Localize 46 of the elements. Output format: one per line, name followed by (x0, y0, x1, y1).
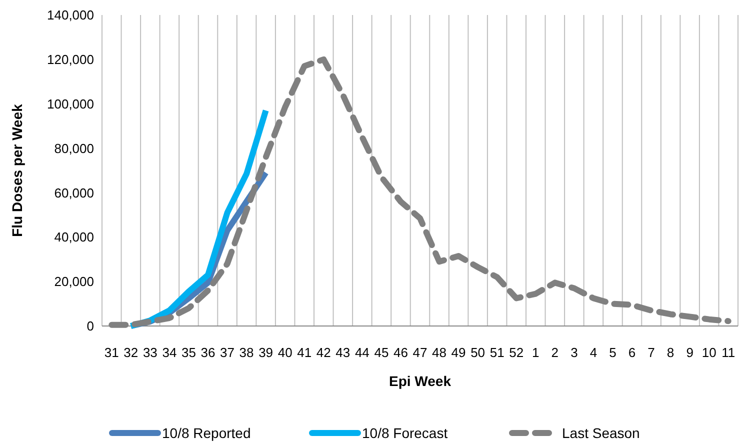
x-tick-label: 46 (393, 345, 408, 360)
x-tick-label: 35 (181, 345, 196, 360)
legend-label: 10/8 Reported (162, 424, 251, 441)
x-axis-title: Epi Week (389, 373, 452, 389)
x-tick-label: 8 (666, 345, 674, 360)
x-tick-label: 41 (297, 345, 312, 360)
x-tick-label: 49 (451, 345, 466, 360)
y-tick-label: 100,000 (47, 96, 94, 112)
x-tick-label: 34 (162, 345, 177, 360)
x-tick-label: 3 (570, 345, 578, 360)
x-tick-label: 42 (316, 345, 331, 360)
x-tick-label: 52 (509, 345, 524, 360)
x-tick-label: 5 (609, 345, 616, 360)
x-tick-label: 7 (648, 345, 655, 360)
x-tick-label: 4 (590, 345, 598, 360)
x-tick-label: 32 (124, 345, 138, 360)
y-tick-label: 20,000 (54, 274, 94, 290)
y-tick-label: 140,000 (47, 8, 94, 23)
x-tick-label: 10 (702, 345, 716, 360)
y-tick-label: 40,000 (54, 230, 94, 245)
y-tick-label: 120,000 (47, 52, 94, 67)
x-tick-label: 1 (532, 345, 540, 360)
x-tick-label: 48 (432, 345, 447, 360)
x-tick-label: 2 (551, 345, 559, 360)
x-tick-label: 37 (220, 345, 235, 360)
x-tick-label: 43 (336, 345, 350, 360)
x-tick-label: 33 (142, 345, 158, 360)
x-tick-label: 45 (374, 345, 389, 360)
x-tick-label: 11 (722, 345, 736, 360)
x-tick-label: 36 (200, 345, 216, 360)
legend-label: Last Season (562, 424, 640, 441)
x-tick-label: 44 (354, 345, 370, 360)
x-tick-label: 40 (278, 345, 292, 360)
x-tick-label: 51 (490, 345, 504, 360)
x-tick-label: 50 (470, 345, 486, 360)
y-tick-label: 60,000 (54, 185, 94, 200)
x-tick-label: 9 (686, 345, 694, 360)
x-tick-label: 6 (628, 345, 636, 360)
x-tick-label: 38 (239, 345, 254, 360)
x-tick-label: 31 (104, 345, 119, 360)
legend-label: 10/8 Forecast (362, 424, 448, 441)
y-tick-label: 0 (86, 318, 94, 334)
x-tick-label: 47 (412, 345, 428, 360)
y-tick-label: 80,000 (54, 140, 94, 156)
y-axis-title: Flu Doses per Week (9, 104, 25, 237)
x-tick-label: 39 (258, 345, 274, 360)
